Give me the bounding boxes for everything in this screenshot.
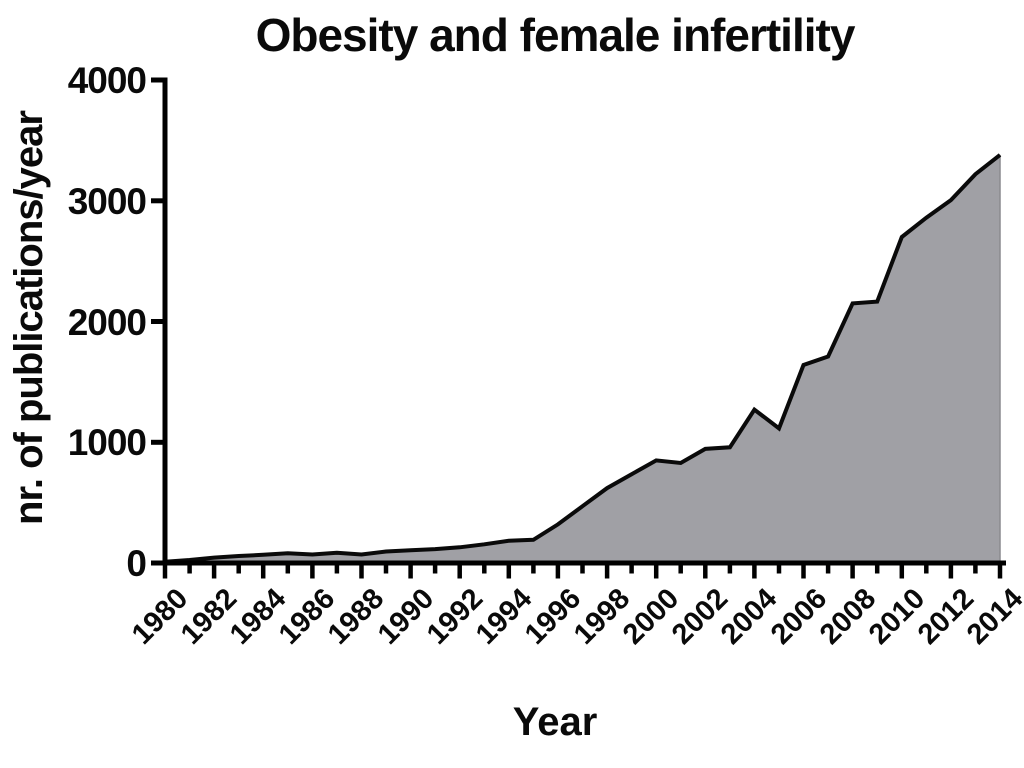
y-tick-label: 3000 bbox=[67, 180, 147, 222]
area-fill bbox=[165, 154, 1000, 563]
x-axis-title: Year bbox=[512, 700, 598, 744]
series-line bbox=[164, 153, 1002, 564]
y-tick-label: 0 bbox=[126, 543, 147, 584]
y-tick-label: 4000 bbox=[67, 60, 147, 101]
y-tick-label: 2000 bbox=[67, 301, 147, 343]
y-tick-label: 1000 bbox=[67, 422, 147, 464]
chart-title: Obesity and female infertility bbox=[255, 9, 856, 61]
